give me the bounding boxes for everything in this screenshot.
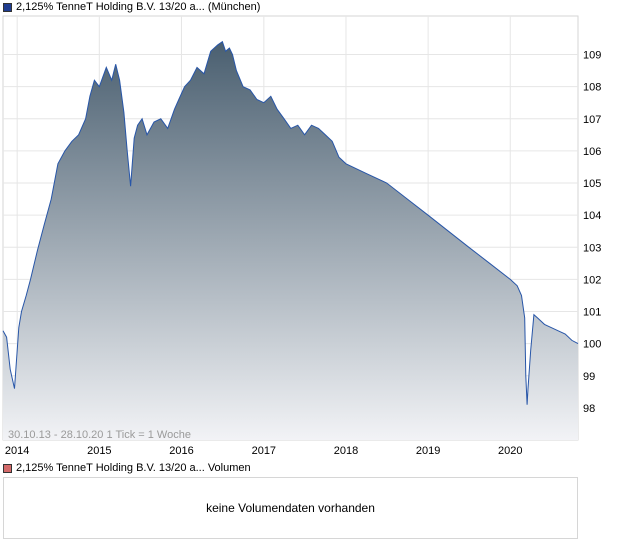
volume-legend-label: 2,125% TenneT Holding B.V. 13/20 a... Vo… — [16, 462, 251, 474]
price-area — [3, 41, 578, 440]
y-tick-label: 101 — [583, 307, 601, 319]
y-tick-label: 100 — [583, 339, 601, 351]
x-tick-label: 2015 — [87, 445, 111, 457]
x-axis: 2014 2015 2016 2017 2018 2019 2020 — [5, 445, 523, 457]
x-tick-label: 2016 — [169, 445, 193, 457]
y-tick-label: 108 — [583, 82, 601, 94]
y-tick-label: 103 — [583, 242, 601, 254]
y-tick-label: 102 — [583, 274, 601, 286]
y-tick-label: 107 — [583, 114, 601, 126]
price-line — [2, 40, 579, 405]
y-tick-label: 109 — [583, 50, 601, 62]
volume-panel: keine Volumendaten vorhanden — [3, 477, 578, 539]
volume-empty-message: keine Volumendaten vorhanden — [206, 501, 375, 515]
price-legend: 2,125% TenneT Holding B.V. 13/20 a... (M… — [3, 0, 260, 14]
price-legend-label: 2,125% TenneT Holding B.V. 13/20 a... (M… — [16, 1, 261, 13]
y-tick-label: 106 — [583, 146, 601, 158]
x-tick-label: 2018 — [334, 445, 358, 457]
x-tick-label: 2020 — [498, 445, 522, 457]
y-tick-label: 104 — [583, 210, 601, 222]
x-tick-label: 2014 — [5, 445, 29, 457]
y-tick-label: 99 — [583, 371, 595, 383]
volume-legend-swatch — [3, 463, 12, 473]
x-tick-label: 2017 — [252, 445, 276, 457]
y-tick-label: 105 — [583, 178, 601, 190]
y-axis: 98 99 100 101 102 103 104 105 106 107 108 109 — [583, 50, 601, 415]
y-tick-label: 98 — [583, 403, 595, 415]
volume-legend: 2,125% TenneT Holding B.V. 13/20 a... Vo… — [3, 461, 251, 475]
price-legend-swatch — [3, 2, 12, 12]
x-tick-label: 2019 — [416, 445, 440, 457]
chart-info: 30.10.13 - 28.10.20 1 Tick = 1 Woche — [8, 429, 191, 441]
